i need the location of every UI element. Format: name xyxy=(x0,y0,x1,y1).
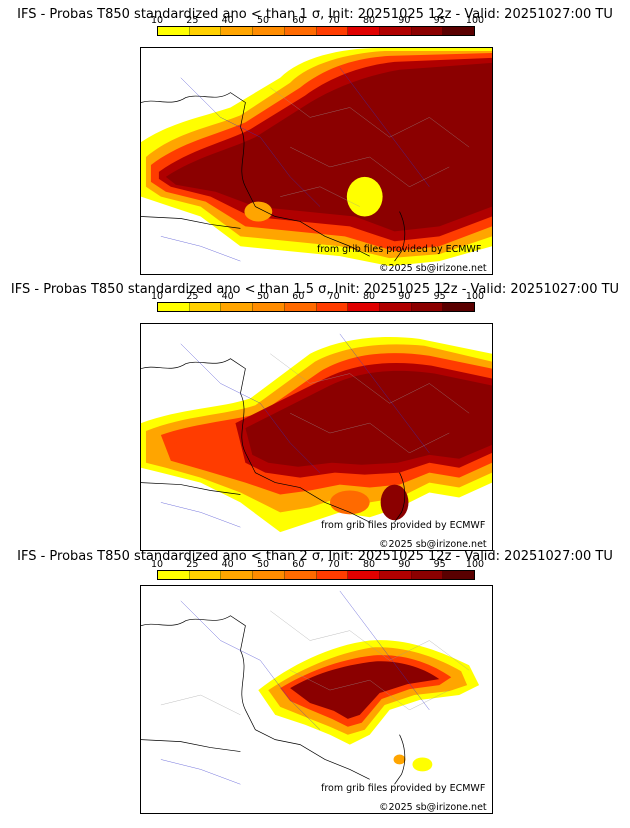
colorbar-tick-label: 70 xyxy=(327,291,340,302)
source-credit: from grib files provided by ECMWF xyxy=(317,244,482,255)
colorbar-segment xyxy=(158,571,190,579)
colorbar xyxy=(157,302,475,312)
colorbar-tick-label: 60 xyxy=(292,559,305,570)
colorbar-segment xyxy=(443,27,475,35)
panel-title: IFS - Probas T850 standardized ano < tha… xyxy=(17,7,613,22)
colorbar-tick-label: 40 xyxy=(221,15,234,26)
colorbar-tick-label: 40 xyxy=(221,559,234,570)
colorbar-tick-label: 10 xyxy=(150,291,164,302)
panel-title: IFS - Probas T850 standardized ano < tha… xyxy=(10,282,620,297)
colorbar xyxy=(157,570,475,580)
colorbar-segment xyxy=(189,571,222,579)
colorbar-segment xyxy=(253,303,285,311)
colorbar-tick-label: 95 xyxy=(433,291,446,302)
colorbar-tick-label: 80 xyxy=(362,559,376,570)
colorbar-segment xyxy=(379,27,412,35)
map-panel-2: IFS - Probas T850 standardized ano < tha… xyxy=(0,276,630,552)
colorbar-segment xyxy=(411,571,444,579)
panel-title: IFS - Probas T850 standardized ano < tha… xyxy=(17,549,613,564)
probability-map: from grib files provided by ECMWF ©2025 … xyxy=(140,585,493,814)
colorbar-segment xyxy=(348,27,380,35)
colorbar-tick-label: 10 xyxy=(150,559,164,570)
colorbar-tick-label: 90 xyxy=(398,559,411,570)
copyright-credit: ©2025 sb@irizone.net xyxy=(379,802,487,813)
colorbar-ticks: 10 25 40 50 60 70 80 90 95 100 xyxy=(151,291,484,302)
colorbar-tick-label: 95 xyxy=(433,559,446,570)
colorbar-tick-label: 95 xyxy=(433,15,446,26)
map-panel-1: IFS - Probas T850 standardized ano < tha… xyxy=(0,0,630,276)
colorbar-ticks: 10 25 40 50 60 70 80 90 95 100 xyxy=(151,15,484,26)
colorbar-segment xyxy=(316,571,349,579)
colorbar-segment xyxy=(189,27,222,35)
copyright-credit: ©2025 sb@irizone.net xyxy=(379,263,487,274)
probability-map: from grib files provided by ECMWF ©2025 … xyxy=(140,323,493,551)
colorbar-tick-label: 70 xyxy=(327,559,340,570)
colorbar-tick-label: 50 xyxy=(256,15,270,26)
colorbar-tick-label: 100 xyxy=(465,291,485,302)
probability-map: from grib files provided by ECMWF ©2025 … xyxy=(140,47,493,275)
colorbar xyxy=(157,26,475,36)
colorbar-tick-label: 70 xyxy=(327,15,340,26)
colorbar-segment xyxy=(158,303,190,311)
colorbar-tick-label: 100 xyxy=(465,559,485,570)
colorbar-segment xyxy=(348,303,380,311)
colorbar-ticks: 10 25 40 50 60 70 80 90 95 100 xyxy=(151,559,484,570)
colorbar-segment xyxy=(221,27,254,35)
colorbar-segment xyxy=(221,571,254,579)
colorbar-segment xyxy=(253,27,285,35)
colorbar-segment xyxy=(348,571,380,579)
colorbar-segment xyxy=(284,571,317,579)
colorbar-tick-label: 25 xyxy=(186,291,199,302)
colorbar-tick-label: 50 xyxy=(256,291,270,302)
colorbar-segment xyxy=(284,303,317,311)
colorbar-segment xyxy=(189,303,222,311)
colorbar-tick-label: 90 xyxy=(398,15,411,26)
colorbar-segment xyxy=(411,303,444,311)
colorbar-tick-label: 25 xyxy=(186,15,199,26)
colorbar-tick-label: 10 xyxy=(150,15,164,26)
colorbar-segment xyxy=(443,571,475,579)
copyright-credit: ©2025 sb@irizone.net xyxy=(379,539,487,550)
colorbar-tick-label: 40 xyxy=(221,291,234,302)
colorbar-segment xyxy=(284,27,317,35)
colorbar-tick-label: 50 xyxy=(256,559,270,570)
colorbar-segment xyxy=(253,571,285,579)
colorbar-segment xyxy=(221,303,254,311)
colorbar-tick-label: 90 xyxy=(398,291,411,302)
colorbar-segment xyxy=(379,571,412,579)
colorbar-segment xyxy=(316,303,349,311)
colorbar-tick-label: 25 xyxy=(186,559,199,570)
colorbar-segment xyxy=(158,27,190,35)
colorbar-segment xyxy=(379,303,412,311)
colorbar-tick-label: 80 xyxy=(362,291,376,302)
colorbar-segment xyxy=(443,303,475,311)
colorbar-segment xyxy=(316,27,349,35)
source-credit: from grib files provided by ECMWF xyxy=(321,783,486,794)
colorbar-segment xyxy=(411,27,444,35)
source-credit: from grib files provided by ECMWF xyxy=(321,520,486,531)
colorbar-tick-label: 80 xyxy=(362,15,376,26)
map-panel-3: IFS - Probas T850 standardized ano < tha… xyxy=(0,549,630,828)
colorbar-tick-label: 60 xyxy=(292,15,305,26)
colorbar-tick-label: 60 xyxy=(292,291,305,302)
colorbar-tick-label: 100 xyxy=(465,15,485,26)
